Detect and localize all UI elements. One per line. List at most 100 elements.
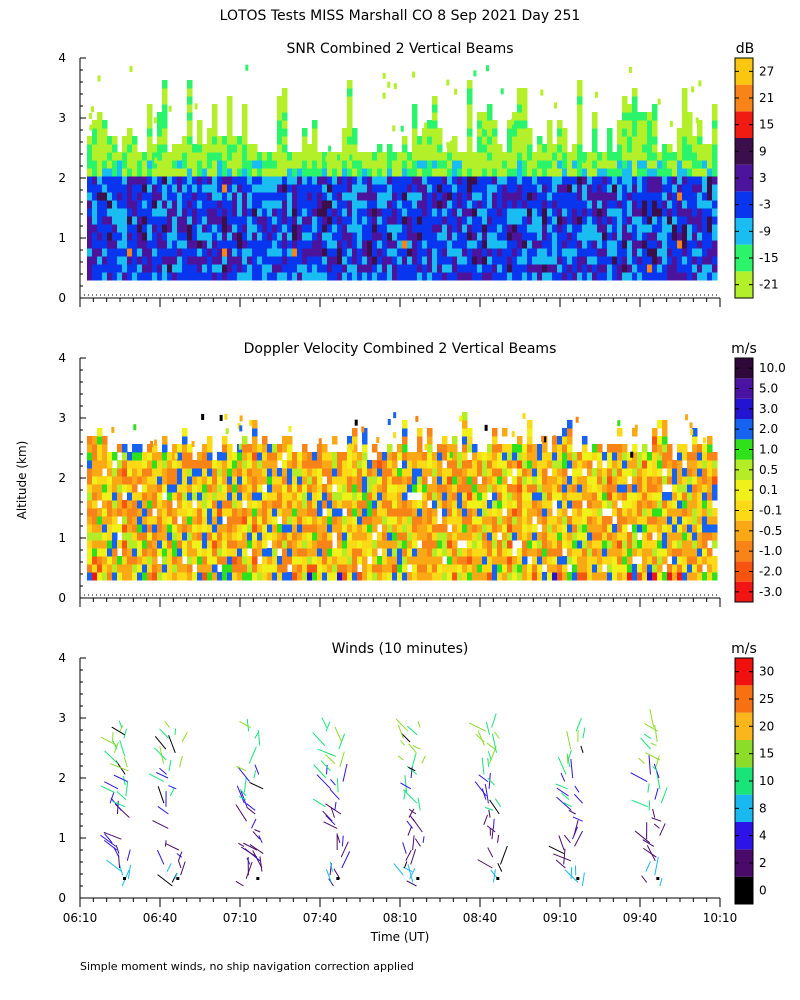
field-cell: [412, 216, 418, 225]
wind-barb: [322, 810, 333, 822]
field-cell: [547, 516, 553, 525]
field-cell: [157, 492, 163, 501]
field-cell: [642, 232, 648, 241]
field-cell: [582, 256, 588, 265]
field-cell: [377, 540, 383, 549]
field-cell: [352, 476, 358, 485]
field-cell: [467, 88, 473, 97]
field-cell: [172, 152, 178, 161]
field-cell: [557, 232, 563, 241]
field-cell: [337, 476, 343, 485]
wind-barb: [406, 820, 414, 829]
field-cell: [672, 572, 678, 581]
field-cell: [657, 240, 663, 249]
field-cell: [662, 548, 668, 557]
field-cell: [577, 144, 583, 153]
field-cell: [267, 468, 273, 477]
field-cell: [252, 224, 258, 233]
field-cell: [172, 192, 178, 201]
field-cell: [712, 176, 718, 185]
field-cell: [102, 152, 108, 161]
field-cell: [337, 468, 343, 477]
field-cell: [417, 208, 423, 217]
field-cell: [672, 272, 678, 281]
field-cell: [397, 152, 403, 161]
field-cell: [647, 256, 653, 265]
field-cell: [407, 240, 413, 249]
wind-barb: [126, 849, 131, 861]
field-cell: [307, 144, 313, 153]
field-cell: [242, 564, 248, 573]
field-cell: [297, 524, 303, 533]
field-cell: [192, 476, 198, 485]
field-cell: [702, 160, 708, 169]
field-cell: [522, 112, 528, 121]
field-cell: [367, 216, 373, 225]
field-cell: [197, 176, 203, 185]
field-cell: [112, 468, 118, 477]
field-cell: [462, 460, 468, 469]
field-cell: [492, 272, 498, 281]
field-cell: [102, 492, 108, 501]
field-cell: [622, 564, 628, 573]
field-cell: [557, 540, 563, 549]
field-cell: [607, 444, 613, 453]
field-cell: [592, 272, 598, 281]
field-cell: [592, 492, 598, 501]
field-cell: [402, 540, 408, 549]
field-cell: [682, 248, 688, 257]
field-cell: [132, 176, 138, 185]
field-cell: [427, 128, 433, 137]
field-cell: [507, 192, 513, 201]
field-cell: [277, 176, 283, 185]
colorbar-segment: [735, 164, 753, 192]
colorbar-label: 3: [759, 171, 767, 185]
field-cell: [567, 272, 573, 281]
field-cell: [577, 556, 583, 565]
field-cell: [557, 216, 563, 225]
field-cell: [347, 572, 353, 581]
field-cell: [567, 176, 573, 185]
field-cell: [277, 104, 283, 113]
field-cell: [677, 468, 683, 477]
field-cell: [617, 556, 623, 565]
field-cell: [337, 556, 343, 565]
field-cell: [307, 548, 313, 557]
field-cell: [417, 516, 423, 525]
field-cell: [312, 572, 318, 581]
field-cell: [597, 240, 603, 249]
field-cell: [517, 532, 523, 541]
field-cell: [237, 136, 243, 145]
doppler-colorbar: -3.0-2.0-1.0-0.5-0.10.10.51.02.03.05.010…: [734, 357, 786, 603]
field-cell: [382, 476, 388, 485]
field-cell: [282, 96, 288, 105]
field-cell: [167, 532, 173, 541]
field-cell: [122, 540, 128, 549]
field-cell: [227, 152, 233, 161]
field-cell: [602, 208, 608, 217]
field-cell: [292, 452, 298, 461]
field-speck: [328, 145, 332, 152]
wind-barb: [166, 863, 172, 872]
field-cell: [422, 208, 428, 217]
field-cell: [292, 256, 298, 265]
field-cell: [482, 516, 488, 525]
field-cell: [632, 184, 638, 193]
field-cell: [442, 208, 448, 217]
wind-barb: [484, 806, 494, 811]
field-cell: [662, 256, 668, 265]
field-cell: [272, 444, 278, 453]
field-cell: [487, 168, 493, 177]
field-cell: [292, 224, 298, 233]
field-cell: [567, 184, 573, 193]
field-cell: [432, 540, 438, 549]
field-cell: [382, 540, 388, 549]
field-cell: [342, 192, 348, 201]
field-cell: [562, 160, 568, 169]
field-cell: [247, 444, 253, 453]
field-cell: [462, 428, 468, 437]
field-cell: [597, 444, 603, 453]
field-cell: [222, 468, 228, 477]
field-cell: [372, 492, 378, 501]
field-cell: [487, 572, 493, 581]
